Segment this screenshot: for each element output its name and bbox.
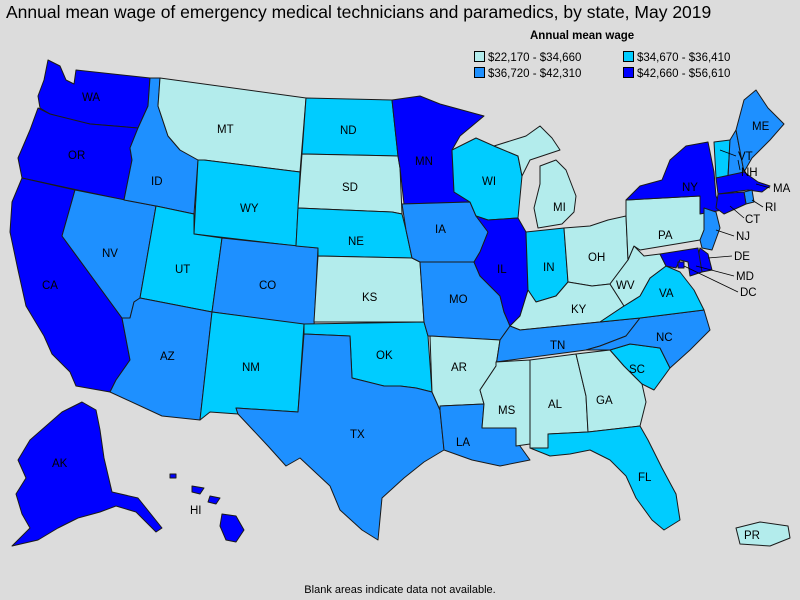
state-pr[interactable] <box>735 521 791 547</box>
state-mi[interactable] <box>493 125 577 229</box>
state-label-sc: SC <box>629 364 645 376</box>
map-title: Annual mean wage of emergency medical te… <box>6 2 712 22</box>
label-leader-lines <box>683 149 771 293</box>
state-label-nh: NH <box>741 167 758 179</box>
state-labels: WA OR CA NV ID MT WY UT AZ CO NM ND SD N… <box>42 92 791 542</box>
state-label-co: CO <box>259 280 276 292</box>
leader-vt <box>719 149 737 157</box>
state-label-mt: MT <box>217 124 234 136</box>
state-label-in: IN <box>543 262 555 274</box>
state-ms[interactable] <box>479 359 531 447</box>
leader-dc <box>683 265 739 293</box>
leader-md <box>695 265 735 277</box>
legend-swatch <box>623 67 634 78</box>
state-label-nc: NC <box>656 332 673 344</box>
state-label-pa: PA <box>658 230 673 242</box>
state-label-ut: UT <box>175 264 190 276</box>
state-ks[interactable] <box>313 255 425 323</box>
leader-ma <box>755 183 771 189</box>
state-label-oh: OH <box>588 252 605 264</box>
legend-item-bin-0: $22,170 - $34,660 <box>474 51 581 64</box>
legend-swatch <box>474 51 485 62</box>
state-label-la: LA <box>456 437 470 449</box>
state-me[interactable] <box>735 89 785 173</box>
state-label-mn: MN <box>415 156 433 168</box>
state-label-ca: CA <box>42 280 58 292</box>
state-label-mo: MO <box>449 294 468 306</box>
state-label-ks: KS <box>362 292 378 304</box>
state-ny[interactable] <box>625 141 723 215</box>
state-label-va: VA <box>659 288 674 300</box>
leader-ri <box>751 199 764 208</box>
state-label-ri: RI <box>765 202 777 214</box>
state-dc[interactable] <box>677 261 685 269</box>
state-label-ak: AK <box>52 458 68 470</box>
state-nc[interactable] <box>585 309 711 369</box>
state-label-hi: HI <box>190 505 202 517</box>
legend-label: $22,170 - $34,660 <box>488 52 582 64</box>
state-ct[interactable] <box>715 191 747 215</box>
legend-swatch <box>623 51 634 62</box>
state-label-tx: TX <box>350 429 365 441</box>
state-label-vt: VT <box>738 151 753 163</box>
legend-label: $34,670 - $36,410 <box>637 52 731 64</box>
state-label-id: ID <box>151 176 163 188</box>
state-label-me: ME <box>752 121 770 133</box>
legend-swatch <box>474 67 485 78</box>
state-label-ok: OK <box>376 350 393 362</box>
state-label-ma: MA <box>773 183 791 195</box>
state-vt[interactable] <box>713 139 731 179</box>
state-label-ia: IA <box>435 224 446 236</box>
state-md[interactable] <box>659 247 703 277</box>
state-label-wv: WV <box>616 280 635 292</box>
state-label-nj: NJ <box>736 231 750 243</box>
state-label-dc: DC <box>740 287 757 299</box>
state-label-wy: WY <box>240 203 259 215</box>
legend-label: $36,720 - $42,310 <box>488 68 582 80</box>
state-hi[interactable] <box>169 473 245 543</box>
state-label-pr: PR <box>744 530 760 542</box>
state-label-or: OR <box>68 150 85 162</box>
state-label-az: AZ <box>160 351 175 363</box>
state-label-de: DE <box>734 251 750 263</box>
state-label-wa: WA <box>82 92 100 104</box>
state-label-nd: ND <box>340 125 357 137</box>
state-label-ne: NE <box>348 236 364 248</box>
state-label-wi: WI <box>482 176 496 188</box>
state-label-ny: NY <box>682 182 698 194</box>
state-label-sd: SD <box>342 182 358 194</box>
state-label-il: IL <box>497 264 507 276</box>
state-label-nm: NM <box>242 362 260 374</box>
leader-ct <box>729 205 745 219</box>
state-label-fl: FL <box>638 472 652 484</box>
state-label-nv: NV <box>102 248 118 260</box>
footnote: Blank areas indicate data not available. <box>304 584 496 596</box>
state-label-md: MD <box>736 271 754 283</box>
state-label-tn: TN <box>550 340 565 352</box>
state-label-ct: CT <box>745 214 760 226</box>
legend-title: Annual mean wage <box>530 30 635 42</box>
state-label-ar: AR <box>451 362 467 374</box>
legend-item-bin-3: $42,660 - $56,610 <box>623 67 730 80</box>
legend-label: $42,660 - $56,610 <box>637 68 731 80</box>
legend-item-bin-2: $36,720 - $42,310 <box>474 67 581 80</box>
state-label-mi: MI <box>553 202 566 214</box>
state-nj[interactable] <box>699 207 721 251</box>
state-tx[interactable] <box>235 333 445 541</box>
state-label-al: AL <box>548 399 563 411</box>
state-fl[interactable] <box>529 425 681 531</box>
state-il[interactable] <box>473 215 529 327</box>
state-label-ga: GA <box>596 395 613 407</box>
leader-nh <box>737 159 741 171</box>
state-label-ms: MS <box>498 405 516 417</box>
leader-nj <box>715 229 735 237</box>
leader-de <box>707 255 733 259</box>
legend-item-bin-1: $34,670 - $36,410 <box>623 51 730 64</box>
state-ak[interactable] <box>11 401 163 547</box>
state-label-ky: KY <box>571 304 587 316</box>
